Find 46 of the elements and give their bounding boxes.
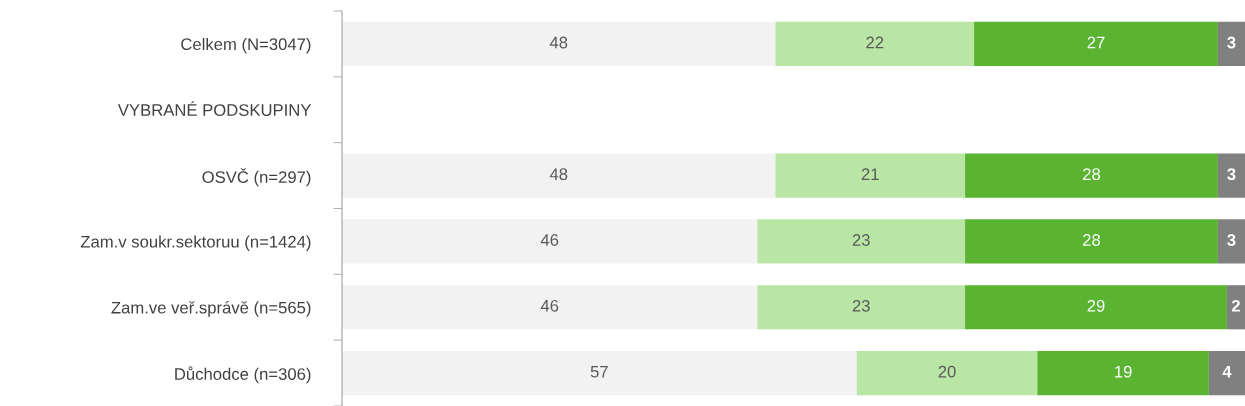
y-tick-label: VYBRANÉ PODSKUPINY: [117, 101, 312, 116]
y-tick-label: Zam.ve veř.správě (n=565): [111, 301, 311, 317]
data-label: 23: [852, 234, 870, 246]
bar: [342, 21, 776, 66]
bar: [1226, 285, 1245, 330]
bar: [342, 219, 758, 264]
y-tick-label: Důchodce (n=306): [175, 366, 311, 384]
y-tick-label: Celkem (N=3047): [181, 37, 311, 54]
data-label: 27: [1087, 36, 1105, 49]
data-label: 29: [1087, 299, 1105, 312]
bar: [757, 285, 966, 330]
data-label: 48: [549, 36, 568, 49]
data-label: 22: [866, 36, 884, 49]
bar: [1037, 351, 1209, 396]
bar: [974, 21, 1218, 66]
y-tick-label: Zam.v soukr.sektoruu (n=1424): [80, 235, 311, 251]
data-label: 57: [590, 365, 608, 378]
data-label: 19: [1115, 365, 1132, 378]
bar: [965, 285, 1227, 330]
data-label: 4: [1222, 365, 1232, 378]
bar: [1217, 21, 1245, 66]
bar: [342, 351, 857, 396]
y-tick-label: OSVČ (n=297): [202, 168, 311, 187]
data-label: 21: [861, 168, 879, 180]
data-label: 3: [1227, 168, 1236, 181]
bar: [342, 153, 776, 198]
bar: [775, 21, 975, 66]
data-label: 3: [1227, 36, 1236, 49]
data-label: 2: [1231, 299, 1240, 312]
data-label: 3: [1227, 234, 1236, 246]
bar: [965, 219, 1218, 264]
bar: [1217, 153, 1245, 198]
bar: [1208, 351, 1245, 396]
data-label: 48: [549, 168, 568, 181]
data-label: 23: [852, 299, 870, 312]
data-label: 46: [540, 234, 559, 246]
bar: [856, 351, 1038, 396]
bar: [1217, 219, 1245, 264]
bar: [757, 219, 966, 264]
data-label: 20: [938, 365, 956, 378]
bar: [965, 153, 1218, 198]
bar: [775, 153, 966, 198]
data-label: 46: [540, 299, 559, 312]
data-label: 28: [1083, 234, 1101, 246]
bar: [342, 285, 758, 330]
data-label: 28: [1083, 168, 1101, 181]
